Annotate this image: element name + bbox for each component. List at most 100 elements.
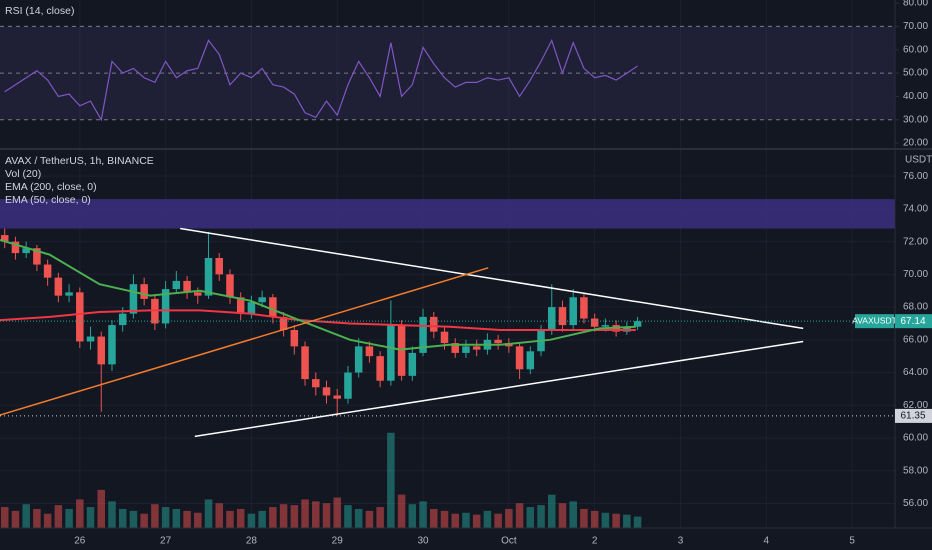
- volume-bar: [226, 510, 234, 528]
- candle-body: [97, 336, 106, 365]
- candle-body: [22, 248, 30, 254]
- volume-bar: [279, 504, 288, 528]
- x-tick-label: 5: [849, 536, 855, 547]
- candle-body: [129, 284, 138, 314]
- candle-body: [108, 325, 116, 365]
- volume-bar: [172, 508, 181, 528]
- candle-body: [419, 316, 427, 353]
- volume-bar: [65, 508, 73, 528]
- y-tick-label: 70.00: [903, 269, 928, 280]
- plot: [0, 0, 895, 528]
- candle-body: [236, 297, 245, 314]
- y-tick-label: 62.00: [903, 400, 928, 411]
- y-tick-label: 66.00: [903, 334, 928, 345]
- volume-bar: [204, 499, 213, 528]
- candle-body: [472, 346, 481, 350]
- price-tag-label: 67.14: [900, 316, 925, 327]
- rsi-tick-label: 30.00: [903, 114, 928, 125]
- x-tick-label: 4: [764, 536, 770, 547]
- zone: [0, 199, 895, 229]
- candle-body: [161, 289, 170, 324]
- volume-bar: [430, 508, 438, 528]
- volume-bar: [548, 494, 556, 528]
- rsi-tick-label: 80.00: [903, 0, 928, 9]
- volume-legend: Vol (20): [5, 168, 41, 180]
- candle-body: [301, 346, 309, 380]
- candle-body: [204, 258, 213, 296]
- symbol-tag: [855, 314, 894, 329]
- candle-body: [43, 264, 52, 278]
- volume-bar: [215, 503, 223, 528]
- candle-body: [290, 330, 299, 347]
- candle-body: [515, 346, 524, 370]
- x-tick-label: 3: [678, 536, 684, 547]
- x-tick-label: 2: [592, 536, 598, 547]
- volume-bar: [183, 510, 191, 528]
- volume-bar: [494, 513, 502, 528]
- price-tag: [895, 314, 932, 329]
- x-tick-label: 29: [332, 536, 344, 547]
- volume-bar: [472, 514, 481, 528]
- candle-body: [312, 379, 320, 388]
- volume-bar: [33, 508, 41, 528]
- volume-bar: [397, 494, 406, 528]
- volume-bar: [601, 512, 610, 528]
- volume-bar: [151, 504, 159, 528]
- volume-bar: [11, 510, 20, 528]
- candle-body: [558, 307, 567, 326]
- volume-bar: [537, 505, 545, 528]
- candle-body: [11, 241, 20, 254]
- volume-bar: [86, 507, 95, 528]
- candle-body: [333, 395, 341, 399]
- y-tick-label: 56.00: [903, 498, 928, 509]
- ema-line: [0, 239, 636, 351]
- candle-body: [269, 297, 277, 317]
- volume-bar: [408, 504, 417, 528]
- volume-bar: [526, 507, 535, 528]
- rsi-tick-label: 40.00: [903, 91, 928, 102]
- symbol-tag-label: AVAXUSDT: [852, 315, 897, 325]
- rsi-tick-label: 70.00: [903, 21, 928, 32]
- ema-line: [0, 309, 636, 331]
- candle-body: [526, 351, 535, 370]
- candle-body: [194, 292, 202, 296]
- candle-body: [0, 235, 9, 242]
- candle-body: [86, 336, 95, 342]
- candle-body: [451, 343, 459, 353]
- rsi-tick-label: 60.00: [903, 44, 928, 55]
- candle-body: [65, 292, 73, 296]
- volume-bar: [462, 512, 470, 528]
- volume-bar: [612, 513, 620, 528]
- volume-bar: [505, 508, 513, 528]
- y-tick-label: 58.00: [903, 465, 928, 476]
- volume-bar: [590, 510, 599, 528]
- candle-body: [601, 325, 610, 327]
- candle-body: [322, 387, 331, 396]
- candle-body: [430, 316, 438, 332]
- trendline: [180, 227, 804, 330]
- rsi-tick-label: 50.00: [903, 68, 928, 79]
- ema-legend: EMA (50, close, 0): [5, 194, 91, 206]
- volume-bar: [76, 499, 84, 528]
- volume-bar: [483, 510, 492, 528]
- volume-bar: [247, 513, 256, 528]
- volume-bar: [515, 503, 524, 528]
- candle-body: [118, 313, 127, 326]
- candle-body: [569, 297, 577, 326]
- volume-bar: [290, 505, 299, 528]
- volume-bar: [236, 508, 245, 528]
- x-tick-label: 28: [246, 536, 258, 547]
- rsi-line: [4, 38, 638, 122]
- candle-body: [580, 297, 588, 319]
- candle-body: [258, 297, 266, 303]
- volume-bar: [558, 503, 567, 528]
- candle-body: [494, 339, 502, 344]
- rsi-legend: RSI (14, close): [5, 5, 74, 17]
- trendline: [0, 267, 489, 416]
- level-tag-label: 61.35: [900, 411, 925, 422]
- candle-body: [344, 372, 352, 399]
- volume-bar: [43, 513, 52, 528]
- candle-body: [354, 346, 363, 373]
- ema-legend: EMA (200, close, 0): [5, 181, 97, 193]
- price-legend: AVAX / TetherUS, 1h, BINANCE: [5, 155, 154, 167]
